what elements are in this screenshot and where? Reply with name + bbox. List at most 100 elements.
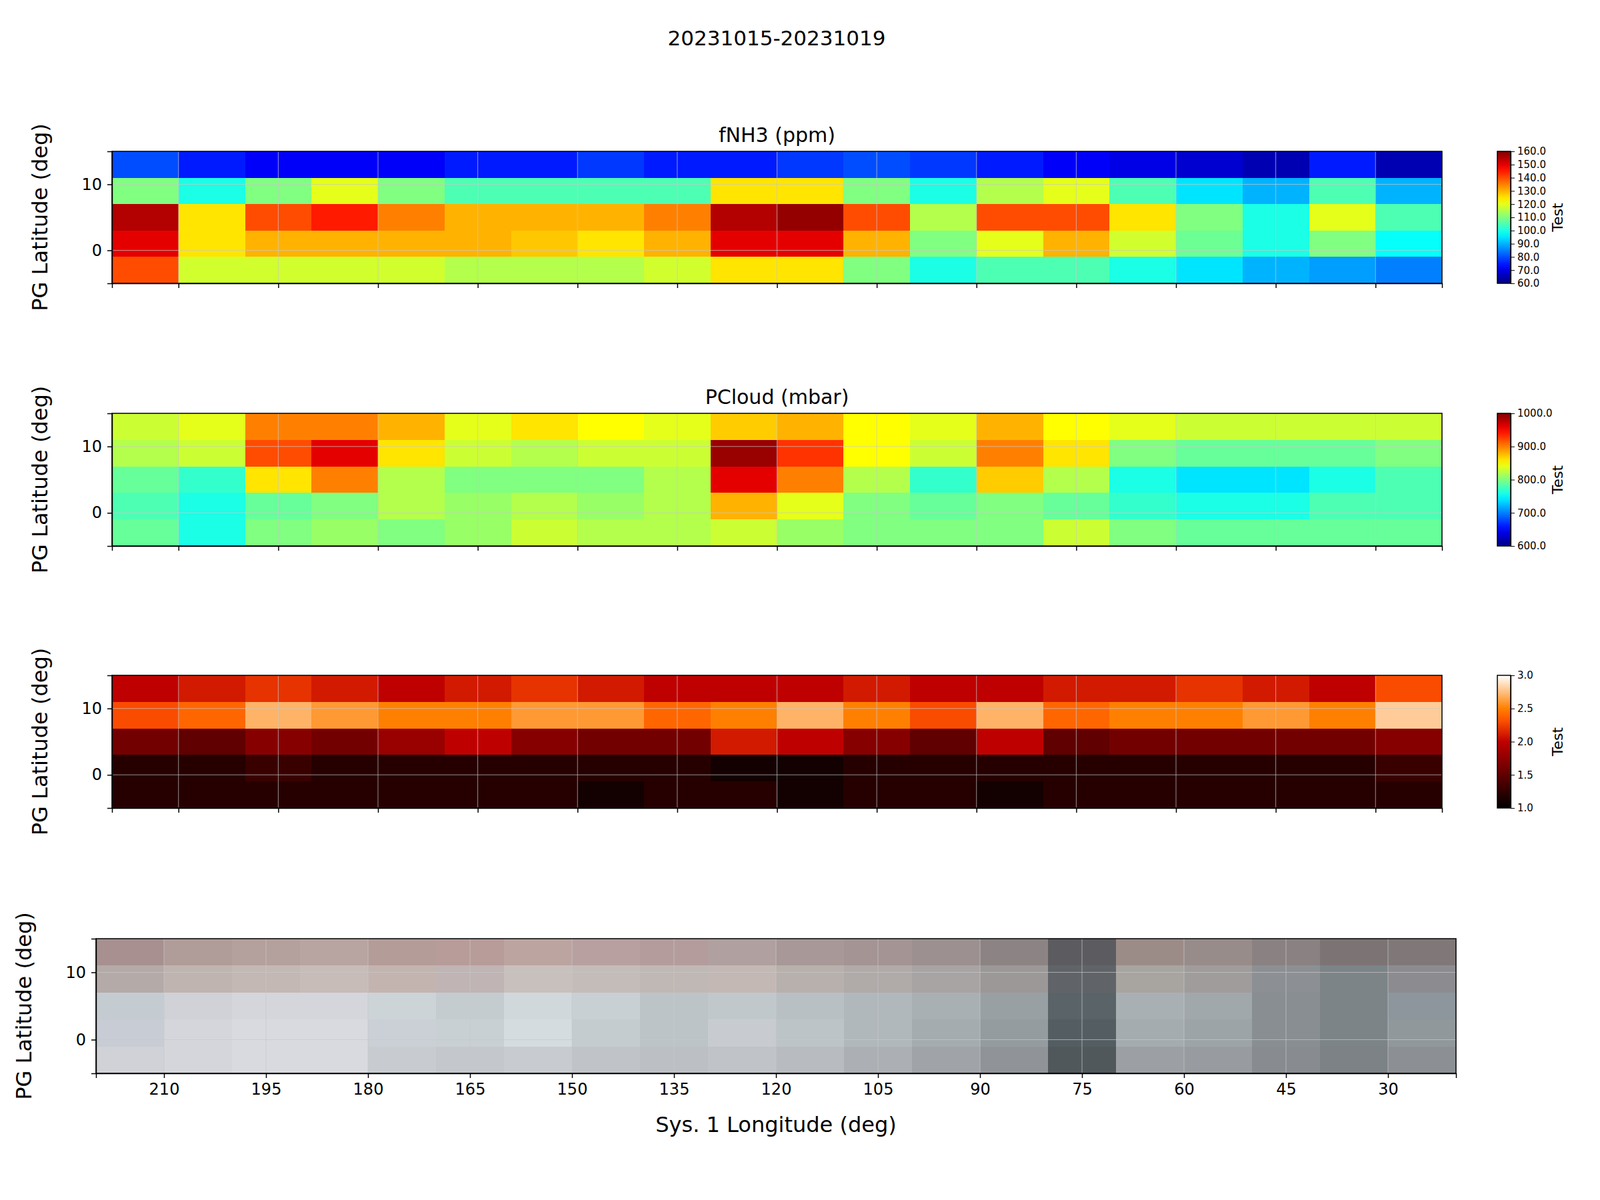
tick-mark [1375, 546, 1377, 551]
heatmap-cell [164, 992, 233, 1020]
heatmap-cell [777, 256, 844, 284]
heatmap-cell [910, 230, 977, 258]
heatmap-cell [572, 965, 641, 993]
tick: 90 [970, 1073, 991, 1099]
heatmap-cell [980, 1019, 1049, 1047]
grid-line [976, 413, 977, 546]
tick-label: 45 [1276, 1080, 1297, 1099]
tick-label: 3.0 [1517, 669, 1534, 682]
tick: 1.0 [1510, 802, 1534, 814]
grid-line [572, 938, 573, 1074]
tick-mark [1275, 808, 1277, 813]
tick-mark [1510, 512, 1515, 514]
tick: 800.0 [1510, 474, 1546, 486]
heatmap-cell [980, 938, 1049, 966]
tick-mark [107, 250, 112, 252]
heatmap-cell [1309, 702, 1376, 729]
grid-line [878, 938, 879, 1074]
heatmap-cell [378, 204, 445, 231]
heatmap-cell [777, 781, 844, 808]
heatmap-cell [164, 938, 233, 966]
grid-line [477, 151, 478, 284]
tick [677, 808, 678, 813]
heatmap-cell [1109, 204, 1176, 231]
tick [577, 808, 578, 813]
heatmap-cell [1309, 151, 1376, 178]
tick: 195 [251, 1073, 282, 1099]
grid-line [178, 151, 179, 284]
heatmap-cell [1109, 151, 1176, 178]
colorbar-title: Test [1549, 726, 1566, 757]
grid-line [96, 1039, 1456, 1040]
grid-line [378, 151, 379, 284]
heatmap-cell [1309, 492, 1376, 520]
heatmap-cell [1375, 151, 1442, 178]
tick-mark [178, 283, 180, 288]
grid-line [676, 151, 678, 284]
tick-mark [477, 283, 479, 288]
tick-label: 10 [81, 175, 102, 194]
heatmap-cell [178, 178, 246, 205]
heatmap-cell [1388, 938, 1456, 966]
tick-mark [266, 1073, 268, 1078]
heatmap-cell [572, 992, 641, 1020]
tick-mark [1510, 151, 1515, 152]
grid-line [876, 151, 878, 284]
heatmap-cell [910, 204, 977, 231]
grid-line [278, 151, 279, 284]
heatmap-cell [311, 440, 378, 467]
tick-mark [1510, 178, 1515, 179]
tick: 10 [65, 963, 96, 982]
heatmap-cell [1176, 519, 1243, 546]
heatmap-cell [1388, 965, 1456, 993]
figure: 20231015-20231019010fNH3 (ppm)PG Latitud… [0, 0, 1600, 1200]
heatmap-cell [577, 151, 644, 178]
heatmap-cell [112, 440, 179, 467]
heatmap-cell [910, 702, 977, 729]
heatmap-cell [1109, 466, 1176, 494]
x-axis [112, 546, 1443, 551]
tick-label: 160.0 [1517, 145, 1546, 158]
heatmap-cell [1109, 230, 1176, 258]
grid-line [1176, 151, 1177, 284]
heatmap-cell [910, 440, 977, 467]
tick [278, 283, 279, 288]
tick-mark [1510, 413, 1515, 414]
tick [478, 283, 479, 288]
tick [876, 546, 878, 551]
heatmap-cell [577, 466, 644, 494]
heatmap-cell [311, 413, 378, 440]
heatmap-cell [311, 204, 378, 231]
heatmap-cell [112, 178, 179, 205]
tick-mark [577, 283, 579, 288]
tick: 2.0 [1510, 736, 1534, 748]
heatmap-cell [300, 965, 369, 993]
tick-mark [677, 283, 679, 288]
tick-mark [1076, 546, 1078, 551]
heatmap-cell [96, 1019, 165, 1047]
heatmap-cell [504, 965, 573, 993]
heatmap-cell [1388, 1019, 1456, 1047]
heatmap-cell [1309, 230, 1376, 258]
heatmap-cell [710, 178, 778, 205]
heatmap-cell [112, 466, 179, 494]
heatmap-cell [572, 938, 641, 966]
tick: 120 [761, 1073, 792, 1099]
heatmap-cell [311, 151, 378, 178]
grid-line [776, 938, 777, 1074]
heatmap-cell [1375, 728, 1442, 756]
tick [1375, 808, 1376, 813]
heatmap-cell [776, 938, 845, 966]
heatmap-cell [976, 413, 1044, 440]
tick: 165 [455, 1073, 486, 1099]
heatmap-cell [1176, 466, 1243, 494]
grid-line [1275, 151, 1276, 284]
tick-label: 90 [970, 1080, 991, 1099]
heatmap-cell [1309, 466, 1376, 494]
axis-line [112, 808, 1443, 814]
heatmap-cell [164, 1046, 233, 1074]
tick-mark [164, 1073, 166, 1078]
grid-line [178, 675, 179, 808]
heatmap-cell [577, 230, 644, 258]
heatmap-cell [112, 256, 179, 284]
